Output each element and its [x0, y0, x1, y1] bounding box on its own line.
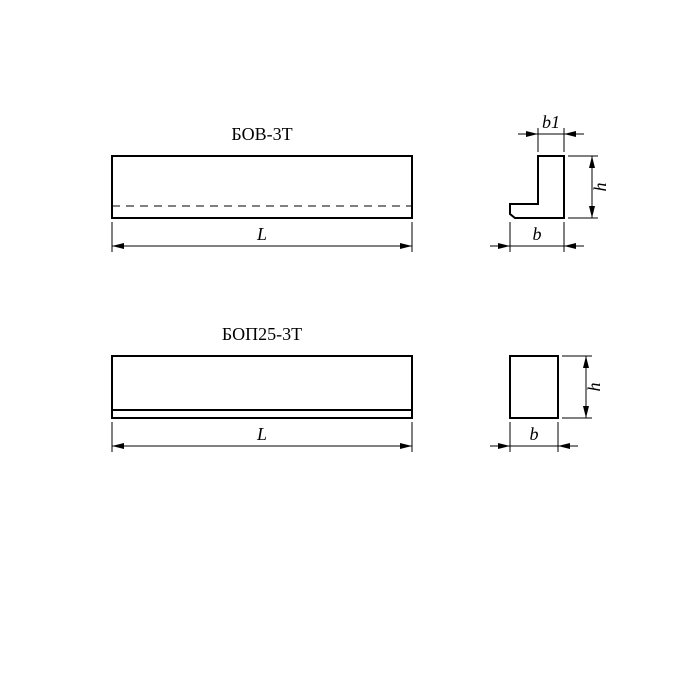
fig2-dim-h: h [584, 383, 604, 392]
fig2-dim-L: L [256, 424, 267, 444]
fig2-title: БОП25-3Т [222, 324, 302, 344]
fig1-dim-h: h [590, 183, 610, 192]
fig1-dim-b1: b1 [542, 112, 560, 132]
fig1-title: БОВ-3Т [231, 124, 292, 144]
fig1-dim-L: L [256, 224, 267, 244]
engineering-drawing: БОВ-3Т Lb1 b h БОП25-3Т Lb h [0, 0, 700, 700]
fig2-dim-b: b [530, 424, 539, 444]
fig1-dim-b: b [533, 224, 542, 244]
